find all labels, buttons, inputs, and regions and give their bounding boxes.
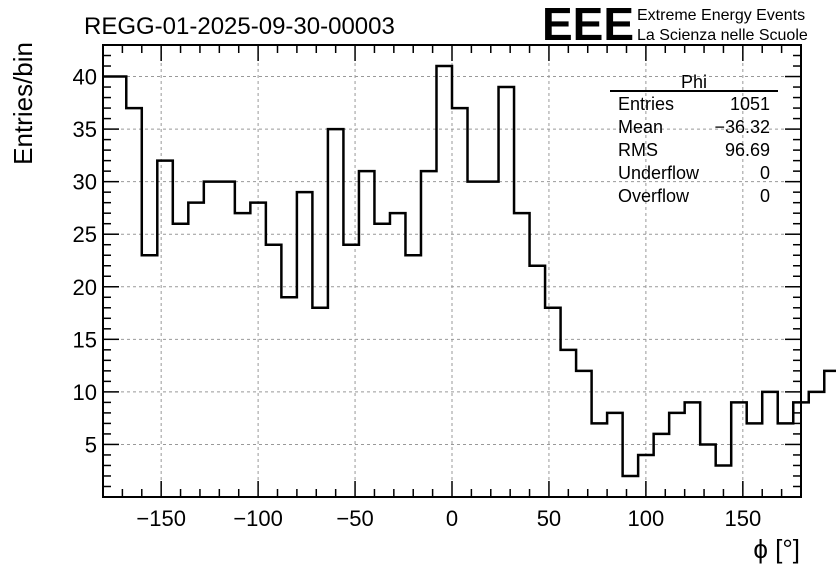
y-axis-label: Entries/bin [8,42,38,165]
x-tick-label: −50 [336,506,373,531]
stats-box: Phi Entries 1051 Mean −36.32 RMS 96.69 Underfl… [610,72,778,206]
y-tick-label: 10 [73,380,97,405]
x-tick-label: −150 [136,506,186,531]
eee-logo: EEE Extreme Energy Events La Scienza nel… [542,0,808,50]
x-tick-label: 100 [628,506,665,531]
eee-logo-line1: Extreme Energy Events [637,7,805,24]
y-tick-label: 30 [73,170,97,195]
y-tick-label: 5 [85,432,97,457]
stats-box-title: Phi [681,72,707,92]
stats-row-label: RMS [618,140,658,160]
eee-logo-line2: La Scienza nelle Scuole [637,27,808,44]
stats-row-value: 0 [760,186,770,206]
y-tick-label: 20 [73,275,97,300]
y-tick-label: 25 [73,222,97,247]
x-tick-label: −100 [233,506,283,531]
y-tick-label: 35 [73,117,97,142]
stats-row-value: −36.32 [714,117,770,137]
x-tick-label: 50 [537,506,561,531]
grid-lines [103,45,801,497]
eee-logo-mark: EEE [542,0,634,50]
stats-row-label: Entries [618,94,674,114]
stats-row-value: 0 [760,163,770,183]
stats-box-rows: Entries 1051 Mean −36.32 RMS 96.69 Underflow 0 O… [618,94,770,206]
stats-row-value: 96.69 [725,140,770,160]
x-axis-label: ϕ [°] [753,534,800,564]
stats-row-label: Mean [618,117,663,137]
histogram-series [103,64,836,478]
stats-row-label: Overflow [618,186,690,206]
axis-tick-labels: −150 −100 −50 0 50 100 150 5 10 15 20 25 30 35 40 [73,65,762,531]
stats-row-label: Underflow [618,163,700,183]
axis-ticks [103,44,801,497]
stats-row-value: 1051 [730,94,770,114]
x-tick-label: 150 [724,506,761,531]
x-tick-label: 0 [446,506,458,531]
y-tick-label: 40 [73,65,97,90]
y-tick-label: 15 [73,327,97,352]
chart-title: REGG-01-2025-09-30-00003 [84,13,395,40]
